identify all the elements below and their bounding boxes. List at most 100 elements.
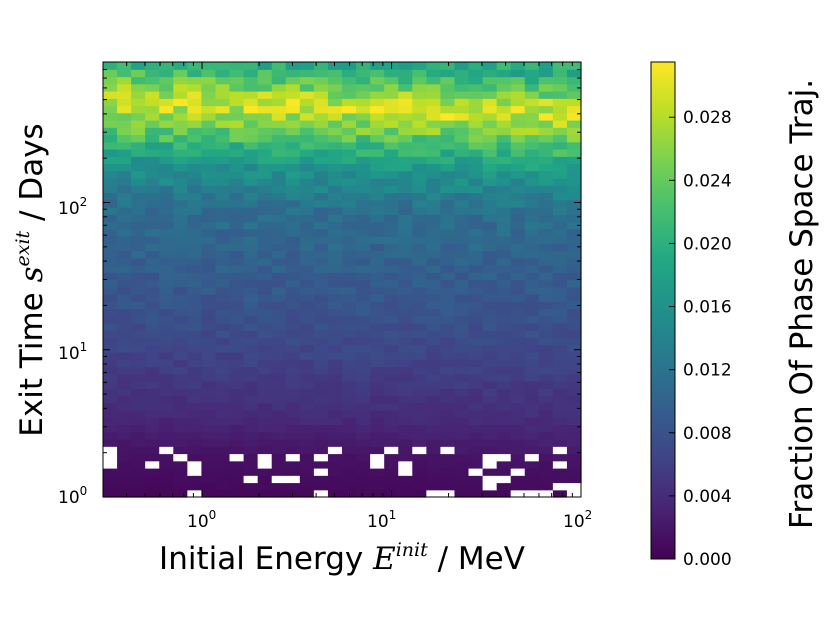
heatmap-cell bbox=[454, 221, 470, 230]
heatmap-cell bbox=[524, 381, 540, 389]
heatmap-cell bbox=[159, 141, 174, 150]
heatmap-cell bbox=[173, 76, 188, 85]
heatmap-cell bbox=[313, 250, 329, 259]
heatmap-cell bbox=[538, 265, 554, 273]
heatmap-cell bbox=[313, 170, 329, 179]
heatmap-cell bbox=[496, 308, 512, 317]
heatmap-cell bbox=[342, 301, 357, 310]
heatmap-cell bbox=[538, 98, 554, 107]
heatmap-cell bbox=[173, 453, 188, 462]
heatmap-cell bbox=[440, 468, 456, 476]
heatmap-cell bbox=[398, 199, 413, 208]
heatmap-cell bbox=[145, 112, 160, 121]
heatmap-cell bbox=[257, 294, 273, 302]
heatmap-cell bbox=[327, 475, 343, 484]
heatmap-cell bbox=[510, 337, 526, 346]
heatmap-cell bbox=[454, 279, 470, 288]
heatmap-cell bbox=[412, 236, 427, 244]
heatmap-cell bbox=[468, 366, 484, 375]
heatmap-cell bbox=[440, 446, 456, 455]
heatmap-cell bbox=[468, 69, 484, 78]
heatmap-cell bbox=[243, 272, 259, 281]
heatmap-cell bbox=[538, 257, 554, 266]
heatmap-cell bbox=[299, 344, 315, 353]
heatmap-cell bbox=[187, 286, 203, 295]
heatmap-cell bbox=[257, 127, 273, 136]
heatmap-cell bbox=[187, 424, 203, 433]
heatmap-cell bbox=[524, 359, 540, 368]
heatmap-cell bbox=[552, 134, 568, 143]
heatmap-cell bbox=[482, 315, 498, 324]
heatmap-cell bbox=[384, 214, 399, 223]
heatmap-cell bbox=[131, 308, 146, 317]
heatmap-cell bbox=[201, 185, 217, 194]
heatmap-cell bbox=[285, 344, 301, 353]
heatmap-cell bbox=[552, 120, 568, 128]
heatmap-cell bbox=[229, 366, 245, 375]
heatmap-cell bbox=[566, 395, 582, 404]
heatmap-cell bbox=[243, 489, 259, 498]
heatmap-cell bbox=[299, 402, 315, 411]
heatmap-cell bbox=[370, 69, 385, 78]
heatmap-cell bbox=[552, 359, 568, 368]
heatmap-cell bbox=[566, 170, 582, 179]
heatmap-cell bbox=[243, 221, 259, 230]
heatmap-cell bbox=[313, 294, 329, 302]
heatmap-cell bbox=[229, 468, 245, 476]
heatmap-cell bbox=[482, 236, 498, 244]
heatmap-cell bbox=[356, 192, 371, 201]
heatmap-cell bbox=[145, 120, 160, 128]
heatmap-cell bbox=[285, 424, 301, 433]
heatmap-cell bbox=[566, 315, 582, 324]
heatmap-cell bbox=[356, 69, 371, 78]
heatmap-cell bbox=[468, 424, 484, 433]
heatmap-cell bbox=[356, 83, 371, 92]
heatmap-cell bbox=[159, 475, 174, 484]
heatmap-cell bbox=[566, 83, 582, 92]
heatmap-cell bbox=[201, 192, 217, 201]
heatmap-cell bbox=[426, 381, 442, 389]
heatmap-cell bbox=[384, 76, 399, 85]
heatmap-cell bbox=[187, 112, 203, 121]
heatmap-cell bbox=[510, 112, 526, 121]
heatmap-cell bbox=[173, 243, 188, 252]
heatmap-cell bbox=[468, 410, 484, 418]
heatmap-cell bbox=[398, 352, 413, 360]
heatmap-cell bbox=[313, 98, 329, 107]
heatmap-cell bbox=[299, 424, 315, 433]
heatmap-cell bbox=[370, 199, 385, 208]
heatmap-cell bbox=[201, 221, 217, 230]
heatmap-cell bbox=[398, 91, 413, 99]
heatmap-cell bbox=[131, 192, 146, 201]
heatmap-cell bbox=[412, 323, 427, 331]
heatmap-cell bbox=[103, 308, 118, 317]
heatmap-cell bbox=[229, 424, 245, 433]
heatmap-cell bbox=[454, 482, 470, 491]
heatmap-cell bbox=[145, 344, 160, 353]
heatmap-cell bbox=[342, 330, 357, 339]
heatmap-cell bbox=[159, 431, 174, 440]
heatmap-cell bbox=[173, 170, 188, 179]
heatmap-cell bbox=[117, 112, 132, 121]
heatmap-cell bbox=[257, 257, 273, 266]
heatmap-cell bbox=[327, 286, 343, 295]
heatmap-cell bbox=[159, 301, 174, 310]
heatmap-cell bbox=[285, 221, 301, 230]
heatmap-cell bbox=[454, 199, 470, 208]
heatmap-cell bbox=[103, 214, 118, 223]
heatmap-cell bbox=[482, 286, 498, 295]
heatmap-cell bbox=[299, 373, 315, 382]
heatmap-cell bbox=[271, 98, 287, 107]
heatmap-cell bbox=[313, 460, 329, 469]
heatmap-cell bbox=[271, 170, 287, 179]
heatmap-cell bbox=[243, 366, 259, 375]
heatmap-cell bbox=[426, 250, 442, 259]
colorbar-tick-label: 0.004 bbox=[683, 487, 732, 507]
heatmap-cell bbox=[538, 286, 554, 295]
heatmap-cell bbox=[145, 482, 160, 491]
heatmap-cell bbox=[145, 170, 160, 179]
heatmap-cell bbox=[510, 105, 526, 114]
heatmap-cell bbox=[342, 373, 357, 382]
heatmap-cell bbox=[440, 352, 456, 360]
heatmap-cell bbox=[342, 250, 357, 259]
